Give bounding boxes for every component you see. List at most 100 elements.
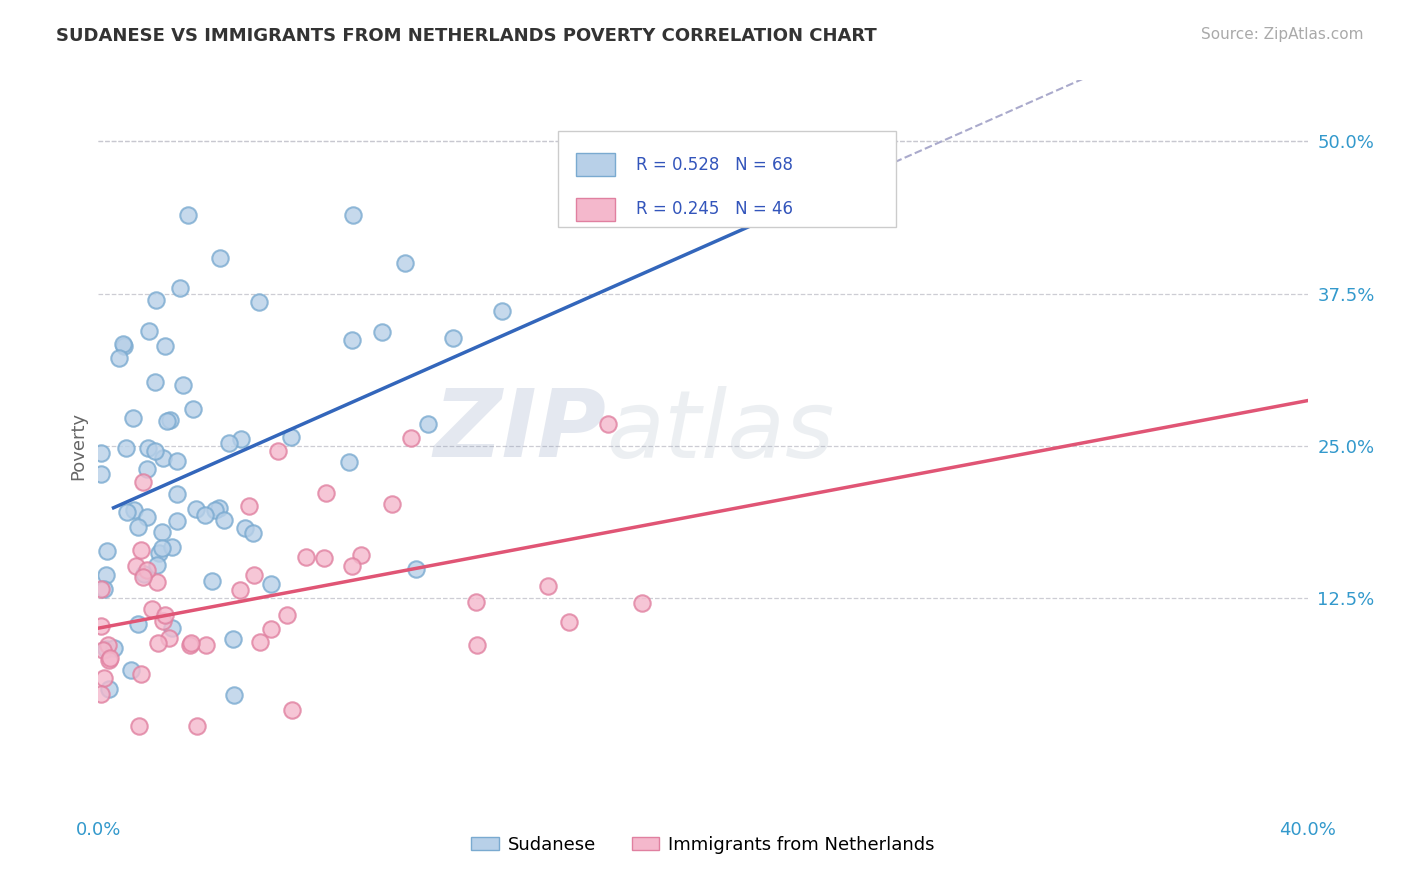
Point	[238, 499, 260, 513]
Text: R = 0.245   N = 46: R = 0.245 N = 46	[637, 201, 793, 219]
Point	[280, 430, 302, 444]
Point	[194, 508, 217, 523]
Point	[93, 671, 115, 685]
Point	[467, 639, 489, 653]
Point	[242, 568, 264, 582]
Point	[111, 336, 134, 351]
Point	[97, 653, 120, 667]
Point	[166, 514, 188, 528]
Point	[598, 417, 620, 431]
Point	[631, 596, 654, 610]
Y-axis label: Poverty: Poverty	[69, 412, 87, 480]
Point	[340, 333, 363, 347]
Point	[90, 467, 112, 481]
Point	[153, 339, 176, 353]
Point	[405, 561, 427, 575]
Point	[108, 351, 131, 365]
Point	[93, 582, 115, 596]
Point	[96, 641, 118, 656]
Point	[121, 663, 143, 677]
Point	[157, 631, 180, 645]
Point	[172, 377, 194, 392]
Point	[94, 568, 117, 582]
Point	[152, 450, 174, 465]
Text: ZIP: ZIP	[433, 385, 606, 477]
Point	[416, 417, 439, 431]
Point	[224, 688, 246, 702]
Point	[121, 411, 143, 425]
Point	[183, 402, 205, 417]
Point	[441, 331, 464, 345]
Point	[146, 558, 169, 572]
Point	[177, 208, 200, 222]
Point	[247, 295, 270, 310]
Point	[96, 638, 118, 652]
Point	[233, 520, 256, 534]
Point	[537, 579, 560, 593]
Point	[129, 667, 152, 681]
Point	[159, 413, 181, 427]
Point	[218, 436, 240, 450]
Point	[138, 325, 160, 339]
Point	[276, 608, 298, 623]
Point	[229, 582, 252, 597]
Point	[135, 510, 157, 524]
Text: Source: ZipAtlas.com: Source: ZipAtlas.com	[1201, 27, 1364, 42]
Point	[370, 325, 392, 339]
FancyBboxPatch shape	[576, 198, 614, 221]
Point	[136, 441, 159, 455]
Point	[143, 375, 166, 389]
Point	[381, 497, 404, 511]
Point	[204, 503, 226, 517]
Point	[131, 570, 153, 584]
Point	[179, 638, 201, 652]
Point	[201, 574, 224, 589]
Point	[91, 643, 114, 657]
Point	[124, 559, 146, 574]
Point	[115, 441, 138, 455]
Point	[401, 431, 423, 445]
FancyBboxPatch shape	[576, 153, 614, 177]
Point	[166, 453, 188, 467]
Point	[90, 446, 112, 460]
Point	[156, 414, 179, 428]
Point	[127, 617, 149, 632]
Point	[214, 514, 236, 528]
Point	[166, 487, 188, 501]
Point	[558, 615, 581, 629]
Point	[337, 455, 360, 469]
Text: atlas: atlas	[606, 386, 835, 477]
Legend: Sudanese, Immigrants from Netherlands: Sudanese, Immigrants from Netherlands	[464, 829, 942, 861]
Point	[112, 339, 135, 353]
Point	[128, 719, 150, 733]
Point	[259, 622, 281, 636]
Point	[115, 505, 138, 519]
Point	[141, 601, 163, 615]
Point	[267, 444, 290, 458]
Point	[208, 501, 231, 516]
Point	[242, 525, 264, 540]
Point	[97, 681, 120, 696]
Point	[340, 559, 363, 574]
Point	[160, 621, 183, 635]
Point	[491, 304, 513, 318]
Point	[231, 432, 253, 446]
Point	[184, 502, 207, 516]
Point	[465, 595, 488, 609]
Point	[150, 524, 173, 539]
Point	[148, 546, 170, 560]
Point	[103, 641, 125, 656]
Point	[169, 281, 191, 295]
Point	[150, 541, 173, 555]
Point	[249, 634, 271, 648]
Point	[186, 719, 208, 733]
Point	[160, 540, 183, 554]
Point	[394, 256, 416, 270]
Point	[314, 551, 336, 566]
Point	[136, 563, 159, 577]
Point	[222, 632, 245, 646]
Point	[96, 544, 118, 558]
Point	[195, 638, 218, 652]
Point	[350, 549, 373, 563]
Point	[90, 619, 112, 633]
